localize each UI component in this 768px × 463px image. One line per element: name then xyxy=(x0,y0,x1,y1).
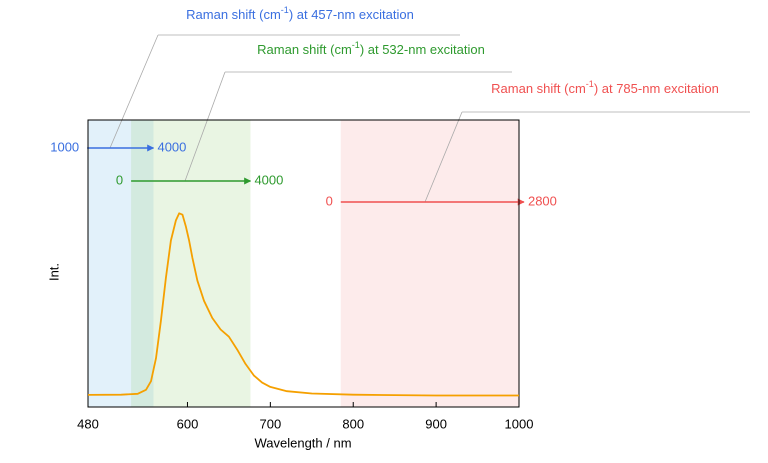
spectrum-line xyxy=(87,212,519,397)
region xyxy=(340,120,519,407)
leader-line xyxy=(184,71,226,182)
label-part: ) at 785-nm excitation xyxy=(594,81,719,96)
x-tick-label: 800 xyxy=(342,416,364,431)
label-part: -1 xyxy=(352,40,360,50)
shift-end: 4000 xyxy=(157,139,186,154)
x-tick-label: 600 xyxy=(177,416,199,431)
label-part: Raman shift (cm xyxy=(491,81,586,96)
shift-start: 0 xyxy=(326,193,333,208)
shift-end: 4000 xyxy=(254,172,283,187)
label-part: -1 xyxy=(281,5,289,15)
x-tick-label: 900 xyxy=(425,416,447,431)
leader-line xyxy=(109,34,159,149)
label-part: Raman shift (cm xyxy=(186,7,281,22)
label-part: ) at 457-nm excitation xyxy=(289,7,414,22)
region-label: Raman shift (cm-1) at 457-nm excitation xyxy=(186,5,414,22)
region-label: Raman shift (cm-1) at 532-nm excitation xyxy=(257,40,485,57)
plot-frame xyxy=(87,119,520,408)
region-label: Raman shift (cm-1) at 785-nm excitation xyxy=(491,79,719,96)
label-part: -1 xyxy=(586,79,594,89)
y-axis-label: Int. xyxy=(46,263,61,281)
shift-end: 2800 xyxy=(528,193,557,208)
shift-start: 1000 xyxy=(50,139,79,154)
region xyxy=(131,120,251,407)
x-tick-label: 1000 xyxy=(505,416,534,431)
x-tick-label: 700 xyxy=(259,416,281,431)
x-axis-label: Wavelength / nm xyxy=(254,435,351,450)
region xyxy=(88,120,154,407)
x-tick-label: 480 xyxy=(77,416,99,431)
label-part: Raman shift (cm xyxy=(257,42,352,57)
label-part: ) at 532-nm excitation xyxy=(360,42,485,57)
leader-line xyxy=(424,111,463,203)
shift-start: 0 xyxy=(116,172,123,187)
